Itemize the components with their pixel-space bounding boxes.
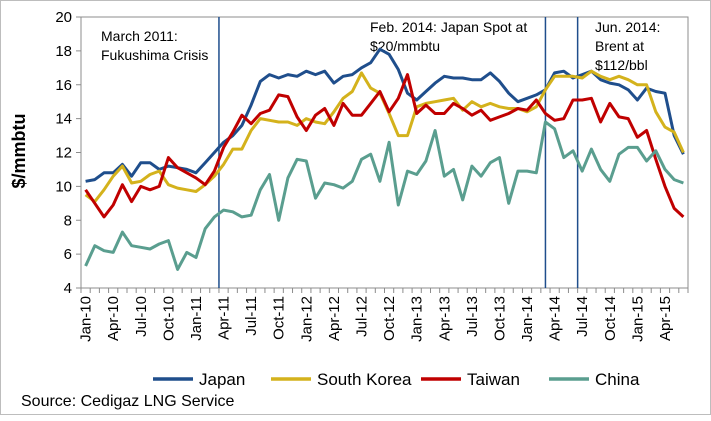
x-tick-label: Oct-12 (381, 296, 398, 341)
event-annotation: Jun. 2014: (595, 19, 660, 35)
x-tick-label: Apr-11 (216, 296, 233, 340)
x-tick-label: Jan-15 (629, 296, 646, 342)
event-annotation: Brent at (595, 38, 644, 54)
x-tick-label: Jul-11 (243, 296, 260, 336)
y-axis-label: $/mmbtu (9, 113, 29, 188)
x-axis: Jan-10 Apr-10 Jul-10 Oct-10 Jan-11 Apr-11 Jul-… (78, 288, 689, 342)
x-tick-label: Jul-10 (133, 296, 150, 337)
y-tick-label: 12 (55, 145, 72, 162)
y-tick-label: 10 (55, 178, 72, 195)
y-axis: 4 6 8 10 12 14 16 18 20 (55, 9, 81, 297)
y-tick-label: 8 (64, 212, 72, 229)
legend-label: Taiwan (467, 370, 520, 389)
x-tick-label: Jan-11 (188, 296, 205, 341)
event-annotation: $112/bbl (595, 57, 648, 73)
event-annotation: $20/mmbtu (370, 38, 440, 54)
y-tick-label: 4 (64, 280, 72, 297)
legend: Japan South Korea Taiwan China (153, 370, 640, 389)
x-tick-label: Oct-11 (271, 296, 288, 340)
x-tick-label: Apr-15 (657, 296, 674, 341)
x-tick-label: Jul-13 (464, 296, 481, 337)
x-tick-label: Apr-13 (436, 296, 453, 341)
y-tick-label: 20 (55, 9, 72, 26)
legend-label: China (595, 370, 640, 389)
legend-label: South Korea (317, 370, 412, 389)
series-lines (84, 47, 685, 271)
legend-label: Japan (199, 370, 245, 389)
x-tick-label: Apr-14 (547, 296, 564, 341)
x-tick-label: Jan-12 (298, 296, 315, 342)
y-tick-label: 18 (55, 43, 72, 60)
annotation-backdrop (591, 18, 681, 77)
event-annotation: Fukushima Crisis (101, 47, 208, 63)
x-tick-label: Jan-10 (78, 296, 95, 342)
x-tick-label: Jan-13 (409, 296, 426, 342)
x-tick-label: Jan-14 (519, 296, 536, 342)
series-line-taiwan (84, 73, 685, 219)
x-tick-label: Oct-14 (602, 296, 619, 341)
event-markers: March 2011: Fukushima Crisis Feb. 2014: Ja… (97, 17, 681, 288)
y-tick-label: 16 (55, 77, 72, 94)
x-tick-label: Apr-10 (105, 296, 122, 341)
annotation-backdrop (97, 27, 212, 67)
x-tick-label: Oct-10 (160, 296, 177, 341)
series-line-china (84, 120, 684, 271)
series-line-japan (85, 47, 685, 183)
x-tick-label: Oct-13 (491, 296, 508, 341)
y-tick-label: 14 (55, 111, 72, 128)
x-tick-label: Jul-14 (574, 296, 591, 337)
source-note: Source: Cedigaz LNG Service (21, 393, 235, 410)
annotation-backdrop (366, 18, 541, 58)
y-tick-label: 6 (64, 246, 72, 263)
event-annotation: Feb. 2014: Japan Spot at (370, 19, 527, 35)
event-annotation: March 2011: (101, 28, 178, 44)
x-tick-label: Jul-12 (354, 296, 371, 337)
x-tick-label: Apr-12 (326, 296, 343, 341)
